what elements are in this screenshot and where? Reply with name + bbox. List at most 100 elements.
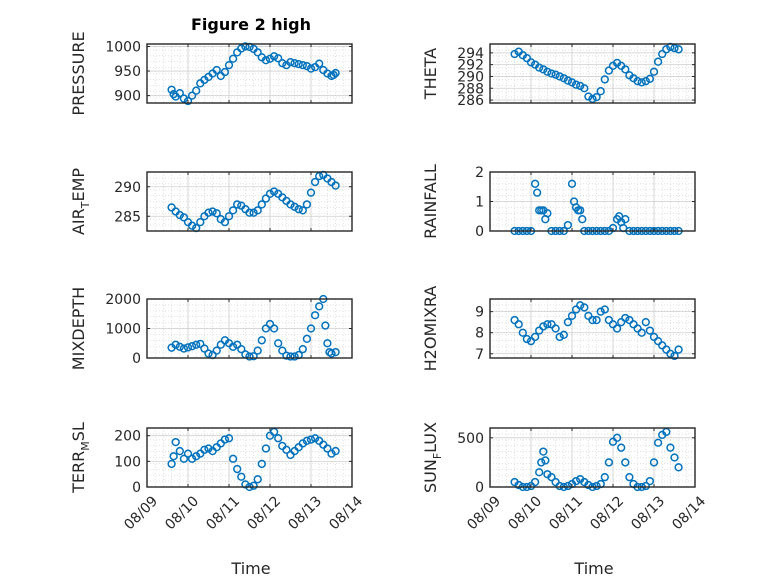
data-point <box>286 200 295 209</box>
x-axis-label-left: Time <box>230 559 270 578</box>
data-point <box>179 454 189 463</box>
data-point <box>331 68 340 78</box>
data-point <box>278 346 287 355</box>
data-point <box>220 218 230 227</box>
data-point <box>286 58 295 67</box>
data-point <box>278 59 287 68</box>
data-point <box>183 96 193 106</box>
data-point <box>302 61 312 71</box>
data-point <box>629 320 638 329</box>
data-point <box>249 208 258 217</box>
data-point <box>321 321 330 330</box>
data-point <box>666 443 675 452</box>
data-point <box>269 324 279 333</box>
y-tick-label: 1 <box>475 195 484 211</box>
data-point <box>228 342 238 351</box>
data-point <box>167 203 176 212</box>
data-point <box>555 332 564 342</box>
data-point <box>212 209 221 218</box>
data-point <box>187 342 197 351</box>
data-point <box>265 319 275 329</box>
data-point <box>212 346 221 355</box>
data-point <box>187 221 197 230</box>
data-point <box>167 85 176 94</box>
data-point <box>253 48 262 57</box>
data-point <box>541 456 550 465</box>
data-point <box>522 54 532 63</box>
data-point <box>576 81 585 91</box>
data-point <box>535 63 544 72</box>
data-point <box>249 352 258 361</box>
data-point <box>208 207 217 216</box>
data-point <box>670 43 679 53</box>
data-point <box>302 334 312 343</box>
y-tick-label: 950 <box>114 64 141 80</box>
data-point <box>274 434 283 443</box>
data-point <box>204 349 213 358</box>
data-point <box>196 218 205 227</box>
data-point <box>653 438 663 447</box>
y-tick-label: 288 <box>457 81 484 97</box>
data-point <box>329 70 338 80</box>
data-point <box>274 339 283 348</box>
data-point <box>510 315 519 325</box>
y-axis-label: RAINFALL <box>421 164 440 239</box>
data-point <box>298 439 307 448</box>
data-point <box>224 60 234 70</box>
y-tick-label: 8 <box>475 326 484 342</box>
data-point <box>167 459 176 469</box>
data-point <box>269 52 279 61</box>
data-point <box>567 78 577 87</box>
data-point <box>580 84 589 93</box>
data-point <box>241 480 250 489</box>
data-point <box>539 447 548 456</box>
data-point <box>596 87 605 96</box>
data-point <box>649 458 659 467</box>
data-point <box>649 67 659 76</box>
data-point <box>282 351 291 360</box>
data-point <box>555 72 564 81</box>
data-point <box>641 318 650 327</box>
data-point <box>233 200 242 209</box>
data-point <box>592 315 601 325</box>
data-point <box>674 463 683 472</box>
data-point <box>220 435 230 444</box>
data-point <box>233 464 242 474</box>
data-point <box>621 313 630 323</box>
figure-title: Figure 2 high <box>191 15 311 34</box>
data-point <box>633 324 642 333</box>
data-point <box>310 434 320 443</box>
data-point <box>612 433 622 442</box>
y-tick-label: 290 <box>114 180 141 196</box>
subplot-mixdepth: 0 1000 2000 MIXDEPTH <box>69 287 353 370</box>
axes-box <box>146 427 353 488</box>
data-point <box>294 60 303 69</box>
data-point <box>298 206 307 215</box>
data-point <box>604 458 614 467</box>
data-point <box>327 349 336 358</box>
y-axis-label: PRESSURE <box>69 31 88 115</box>
data-point <box>315 302 324 311</box>
data-point <box>249 481 258 490</box>
data-point <box>539 65 548 74</box>
data-point <box>245 208 254 217</box>
y-axis-label: THETA <box>421 48 440 100</box>
data-point <box>576 206 585 215</box>
data-point <box>237 44 246 53</box>
data-point <box>537 458 546 467</box>
data-point <box>261 56 271 65</box>
data-point <box>621 458 630 467</box>
data-point <box>315 59 324 68</box>
data-point <box>588 94 597 104</box>
data-point <box>245 352 254 361</box>
data-point <box>306 64 316 73</box>
x-tick-label: 08/13 <box>285 493 325 533</box>
data-point <box>269 187 279 196</box>
data-point <box>571 305 581 314</box>
data-point <box>261 194 271 203</box>
y-tick-label: 290 <box>457 69 484 85</box>
data-point <box>179 94 189 103</box>
data-point <box>653 57 663 66</box>
